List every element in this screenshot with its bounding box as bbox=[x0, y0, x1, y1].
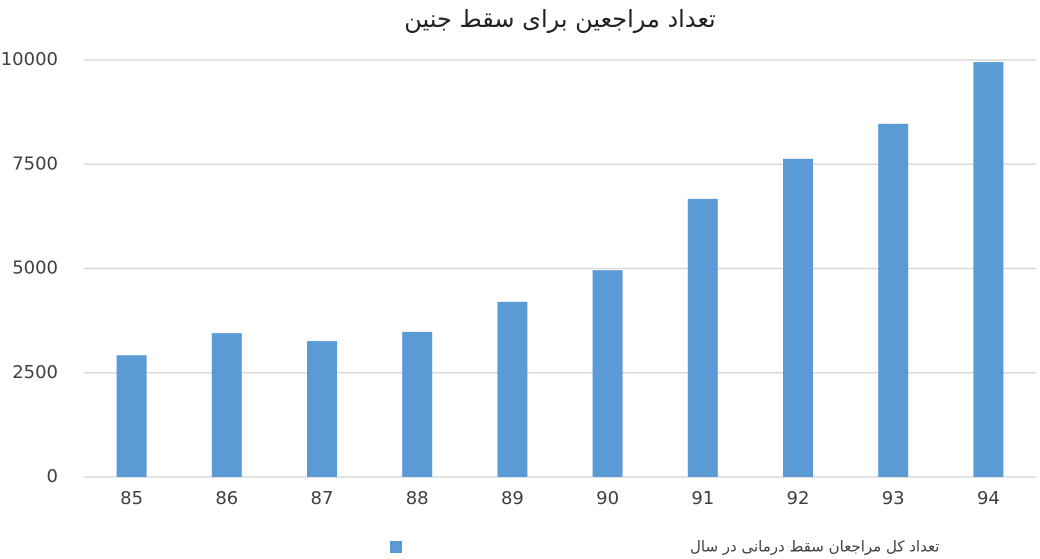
bar bbox=[592, 270, 623, 477]
x-tick-label: 88 bbox=[406, 488, 429, 509]
bar bbox=[973, 62, 1004, 478]
x-tick-label: 93 bbox=[882, 488, 905, 509]
legend-swatch bbox=[390, 541, 402, 553]
bar bbox=[687, 198, 718, 477]
x-tick-label: 85 bbox=[120, 488, 143, 509]
y-tick-label: 5000 bbox=[12, 258, 58, 279]
bar bbox=[307, 341, 337, 477]
x-tick-label: 91 bbox=[691, 488, 714, 509]
x-tick-label: 89 bbox=[501, 488, 524, 509]
x-tick-label: 92 bbox=[787, 488, 810, 509]
y-tick-label: 2500 bbox=[12, 362, 58, 383]
bar bbox=[783, 158, 813, 478]
x-tick-label: 86 bbox=[215, 488, 238, 509]
x-tick-label: 94 bbox=[977, 488, 1000, 509]
y-tick-label: 0 bbox=[47, 466, 58, 487]
x-tick-label: 87 bbox=[311, 488, 334, 509]
bar bbox=[211, 333, 242, 477]
bar bbox=[497, 301, 528, 477]
bar bbox=[878, 123, 909, 478]
bar bbox=[402, 331, 433, 477]
legend-label: تعداد کل مراجعان سقط درمانی در سال bbox=[690, 538, 939, 556]
chart-title: تعداد مراجعین برای سقط جنین bbox=[404, 5, 715, 33]
x-tick-label: 90 bbox=[596, 488, 619, 509]
bar bbox=[116, 355, 147, 477]
y-tick-label: 10000 bbox=[1, 49, 58, 70]
y-tick-label: 7500 bbox=[12, 153, 58, 174]
